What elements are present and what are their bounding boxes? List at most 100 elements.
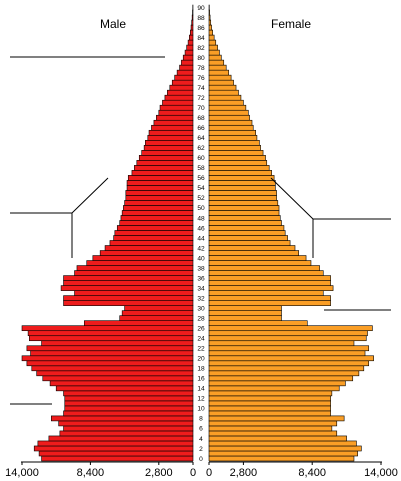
female-bar-age-49 [208, 210, 280, 216]
male-bar-age-31 [63, 300, 194, 306]
male-bar-age-13 [63, 390, 194, 397]
female-bar-age-35 [208, 280, 331, 286]
female-bar-age-81 [208, 49, 220, 56]
legend-male: Male [100, 17, 126, 31]
female-bar-age-70 [208, 104, 247, 111]
female-bar-age-20 [208, 355, 374, 362]
female-bar-age-7 [208, 420, 338, 427]
female-bar-age-11 [208, 400, 331, 407]
female-bar-age-46 [208, 225, 285, 231]
female-bar-age-15 [208, 380, 346, 387]
male-bar-age-45 [114, 230, 194, 236]
male-bar-age-61 [141, 150, 194, 156]
male-bar-age-29 [121, 310, 194, 316]
male-bar-age-85 [190, 29, 194, 36]
age-tick-label: 86 [197, 25, 205, 32]
male-bar-age-80 [182, 54, 194, 61]
female-bar-age-21 [208, 350, 366, 357]
male-bar-age-4 [48, 435, 194, 442]
age-tick-label: 68 [197, 115, 205, 122]
age-tick-label: 14 [197, 386, 205, 393]
female-bar-age-51 [208, 200, 279, 206]
female-bar-age-87 [208, 19, 212, 26]
legend: Male Female [100, 17, 311, 31]
male-bar-age-42 [104, 245, 194, 251]
female-bar-age-19 [208, 360, 370, 367]
female-bar-age-66 [208, 124, 254, 131]
female-bar-age-29 [208, 310, 282, 316]
male-bar-age-76 [174, 74, 194, 81]
female-bar-age-54 [208, 185, 276, 191]
male-bar-age-51 [124, 200, 194, 206]
age-tick-label: 62 [197, 145, 205, 152]
female-bars [208, 4, 374, 462]
age-tick-label: 52 [197, 195, 205, 202]
male-bar-age-7 [58, 420, 194, 427]
male-bar-age-30 [124, 305, 194, 311]
female-bar-age-12 [208, 395, 331, 402]
female-bar-age-45 [208, 230, 286, 236]
female-bar-age-86 [208, 24, 212, 31]
age-tick-label: 84 [197, 35, 205, 42]
female-bar-age-55 [208, 180, 276, 186]
male-bar-age-46 [116, 225, 194, 231]
male-bar-age-16 [42, 375, 194, 382]
age-tick-label: 46 [197, 225, 205, 232]
age-tick-label: 58 [197, 165, 205, 172]
female-bar-age-74 [208, 84, 237, 91]
male-bar-age-56 [127, 175, 194, 181]
male-bar-age-87 [191, 19, 194, 26]
female-bar-age-10 [208, 405, 331, 412]
female-bar-age-89 [208, 9, 210, 16]
male-bar-age-68 [156, 114, 194, 121]
male-bar-age-84 [189, 34, 194, 41]
female-bar-age-32 [208, 295, 331, 301]
female-bar-age-76 [208, 74, 232, 81]
female-bar-age-43 [208, 240, 291, 246]
male-bar-age-5 [59, 430, 194, 437]
male-bar-age-40 [92, 255, 194, 261]
legend-female: Female [271, 17, 311, 31]
age-tick-label: 0 [199, 456, 203, 463]
male-bar-age-82 [186, 44, 194, 51]
female-bar-age-59 [208, 160, 268, 166]
male-bar-age-6 [63, 425, 194, 432]
male-bar-age-47 [119, 220, 194, 226]
annotation-lines [10, 56, 391, 405]
female-bar-age-37 [208, 270, 324, 276]
female-bar-age-50 [208, 205, 280, 211]
x-tick-label-left: 8,400 [77, 467, 105, 479]
age-tick-label: 24 [197, 336, 205, 343]
age-tick-label: 74 [197, 85, 205, 92]
male-bar-age-41 [99, 250, 194, 256]
female-bar-age-60 [208, 155, 266, 161]
x-tick-label-right: 0 [206, 467, 212, 479]
female-bar-age-65 [208, 129, 256, 136]
male-bar-age-72 [164, 94, 194, 101]
female-bar-age-57 [208, 170, 272, 176]
male-bar-age-44 [113, 235, 194, 241]
male-bar-age-59 [136, 160, 194, 166]
female-bar-age-69 [208, 109, 249, 116]
age-tick-label: 64 [197, 135, 205, 142]
annotation-line-age-55-left [10, 177, 109, 214]
age-tick-label: 12 [197, 396, 205, 403]
male-bar-age-36 [63, 275, 194, 281]
male-bar-age-65 [148, 129, 194, 136]
female-bar-age-88 [208, 14, 211, 21]
age-tick-label: 28 [197, 315, 205, 322]
male-bar-age-78 [179, 64, 194, 71]
male-bar-age-20 [21, 355, 194, 362]
female-bar-age-48 [208, 215, 281, 221]
female-bar-age-1 [208, 450, 358, 457]
x-tick-label-left: 14,000 [5, 467, 39, 479]
age-tick-label: 20 [197, 356, 205, 363]
age-tick-label: 42 [197, 245, 205, 252]
female-bar-age-23 [208, 340, 355, 347]
female-bar-age-62 [208, 145, 261, 151]
age-tick-label: 26 [197, 326, 205, 333]
male-bar-age-0 [41, 455, 194, 462]
age-tick-label: 78 [197, 65, 205, 72]
female-bar-age-84 [208, 34, 215, 41]
female-bar-age-79 [208, 59, 225, 66]
